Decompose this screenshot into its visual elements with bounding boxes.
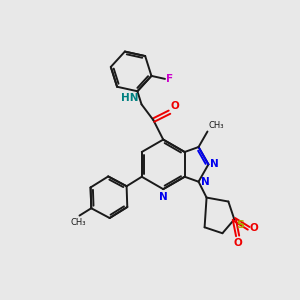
Text: S: S bbox=[236, 220, 244, 230]
Text: O: O bbox=[170, 101, 179, 111]
Text: CH₃: CH₃ bbox=[208, 121, 224, 130]
Text: F: F bbox=[166, 74, 173, 84]
Text: N: N bbox=[210, 159, 219, 170]
Text: CH₃: CH₃ bbox=[71, 218, 86, 226]
Text: O: O bbox=[233, 238, 242, 248]
Text: N: N bbox=[200, 177, 209, 187]
Text: O: O bbox=[250, 223, 258, 233]
Text: HN: HN bbox=[121, 93, 139, 103]
Text: N: N bbox=[159, 192, 168, 202]
